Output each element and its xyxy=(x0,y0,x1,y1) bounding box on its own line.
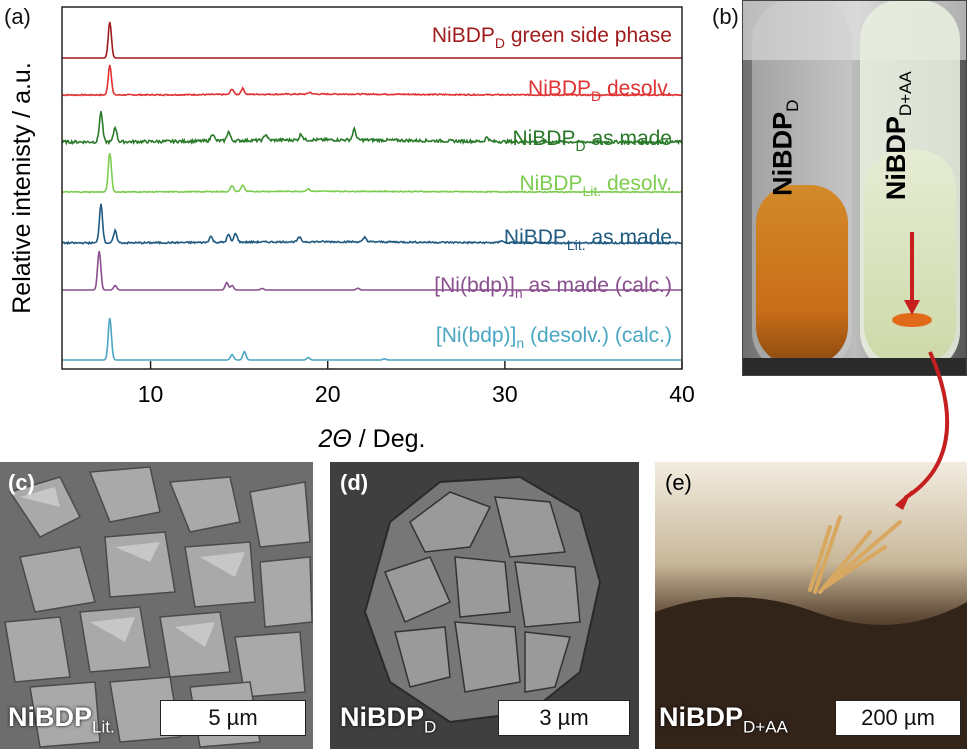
xrd-trace-6 xyxy=(62,250,682,291)
x-tick-label-10: 10 xyxy=(138,381,164,407)
sample-name-d: NiBDPD xyxy=(340,702,437,737)
panel-label-e: (e) xyxy=(665,470,692,495)
x-axis-label: 2Θ / Deg. xyxy=(317,425,425,453)
series-label-3: NiBDPD as made xyxy=(512,127,672,154)
x-tick-label-20: 20 xyxy=(315,381,341,407)
series-label-5: NiBDPLit. as made xyxy=(504,226,672,253)
x-tick-label-30: 30 xyxy=(492,381,518,407)
panel-label-c: (c) xyxy=(8,470,35,495)
series-label-7: [Ni(bdp)]n (desolv.) (calc.) xyxy=(436,324,672,351)
xrd-chart: 10 20 30 40 2Θ / Deg. Relative intenisty / … xyxy=(8,6,695,453)
optical-image-e: (e) NiBDPD+AA 200 µm xyxy=(655,462,967,749)
sample-name-e: NiBDPD+AA xyxy=(659,702,788,737)
series-label-2: NiBDPD desolv. xyxy=(528,77,672,104)
plot-frame xyxy=(61,6,683,370)
y-axis-label: Relative intenisty / a.u. xyxy=(8,62,36,314)
sem-image-d: (d) NiBDPD 3 µm xyxy=(330,462,639,749)
panel-label-a: (a) xyxy=(4,4,31,29)
xrd-trace-2 xyxy=(61,64,683,97)
panel-label-d: (d) xyxy=(340,470,369,495)
xrd-trace-3 xyxy=(61,111,683,146)
x-axis: 10 20 30 40 xyxy=(138,361,695,407)
series-label-6: [Ni(bdp)]n as made (calc.) xyxy=(434,274,672,301)
xrd-trace-7 xyxy=(62,317,682,361)
xrd-trace-5 xyxy=(61,203,683,246)
plot-area xyxy=(61,21,683,361)
sem-image-c: (c) NiBDPLit. 5 µm xyxy=(0,462,313,749)
x-tick-label-40: 40 xyxy=(669,381,695,407)
tube-label-right: NiBDPD+AA xyxy=(880,71,916,201)
scale-bar-e: 200 µm xyxy=(835,700,961,736)
series-label-4: NiBDPLit. desolv. xyxy=(519,172,672,199)
series-labels: NiBDPD green side phase NiBDPD desolv. NiB… xyxy=(432,24,672,351)
xrd-trace-4 xyxy=(61,153,683,194)
scale-bar-d: 3 µm xyxy=(498,700,630,736)
panel-label-b-text: (b) xyxy=(712,4,739,29)
xrd-trace-1 xyxy=(62,21,682,59)
test-tube-photo: (b) NiBDPD NiBDPD+AA xyxy=(742,0,967,376)
sample-name-c: NiBDPLit. xyxy=(8,702,115,737)
scale-bar-c: 5 µm xyxy=(160,700,306,736)
series-label-1: NiBDPD green side phase xyxy=(432,24,672,51)
tube-label-left: NiBDPD xyxy=(767,99,802,196)
